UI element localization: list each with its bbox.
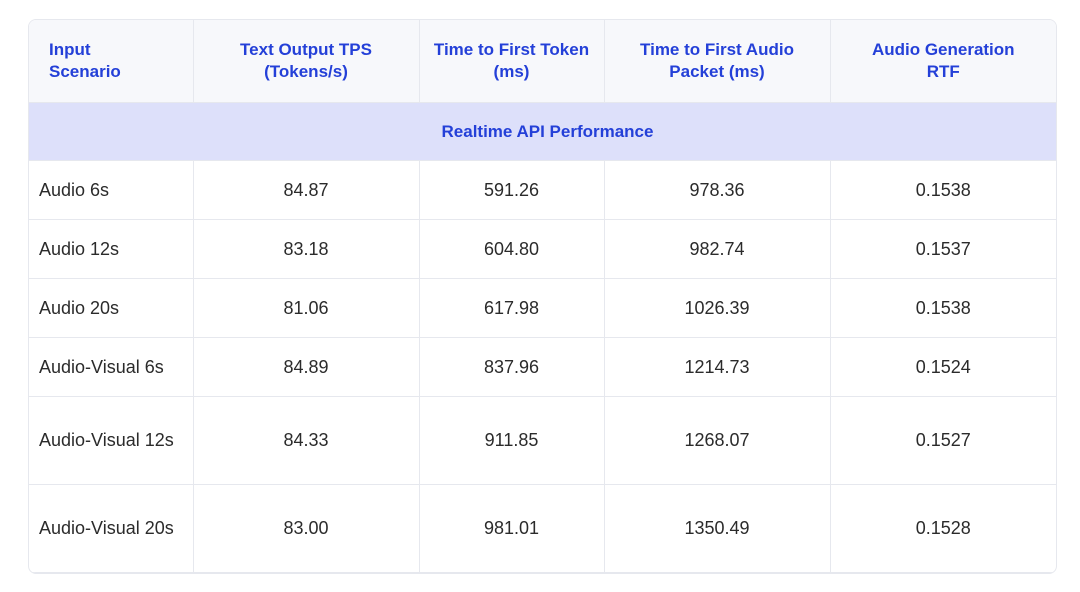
value-cell: 0.1524 [830, 337, 1056, 397]
data-row: Audio-Visual 6s 84.89 837.96 1214.73 0.1524 [29, 337, 1056, 397]
data-row: Audio-Visual 12s 84.33 911.85 1268.07 0.1527 [29, 396, 1056, 485]
value-cell: 83.00 [193, 484, 420, 573]
value-cell: 617.98 [419, 278, 605, 338]
header-row: Input Scenario Text Output TPS (Tokens/s)… [29, 20, 1056, 103]
value-cell: 837.96 [419, 337, 605, 397]
column-header: Input Scenario [29, 20, 194, 103]
scenario-cell: Audio 12s [29, 219, 194, 279]
value-cell: 591.26 [419, 160, 605, 220]
column-header-text: Text Output TPS (Tokens/s) [240, 40, 372, 81]
value-cell: 84.33 [193, 396, 420, 485]
section-title: Realtime API Performance [29, 102, 1056, 161]
data-row: Audio 6s 84.87 591.26 978.36 0.1538 [29, 160, 1056, 220]
performance-table: Input Scenario Text Output TPS (Tokens/s)… [29, 20, 1056, 573]
value-cell: 604.80 [419, 219, 605, 279]
value-cell: 84.89 [193, 337, 420, 397]
value-cell: 1350.49 [604, 484, 831, 573]
column-header-text: Audio Generation RTF [871, 40, 1015, 81]
column-header: Text Output TPS (Tokens/s) [193, 20, 420, 103]
column-header-text: Input Scenario [49, 40, 121, 81]
data-row: Audio 12s 83.18 604.80 982.74 0.1537 [29, 219, 1056, 279]
value-cell: 0.1527 [830, 396, 1056, 485]
column-header: Time to First Audio Packet (ms) [604, 20, 831, 103]
table-container: Input Scenario Text Output TPS (Tokens/s)… [28, 19, 1057, 574]
value-cell: 83.18 [193, 219, 420, 279]
value-cell: 0.1538 [830, 160, 1056, 220]
scenario-cell: Audio 20s [29, 278, 194, 338]
table-body: Realtime API Performance Audio 6s 84.87 591… [29, 102, 1056, 573]
column-header: Time to First Token (ms) [419, 20, 605, 103]
value-cell: 981.01 [419, 484, 605, 573]
value-cell: 1214.73 [604, 337, 831, 397]
value-cell: 982.74 [604, 219, 831, 279]
scenario-cell: Audio-Visual 20s [29, 484, 194, 573]
scenario-cell: Audio-Visual 12s [29, 396, 194, 485]
data-row: Audio 20s 81.06 617.98 1026.39 0.1538 [29, 278, 1056, 338]
value-cell: 0.1528 [830, 484, 1056, 573]
value-cell: 0.1537 [830, 219, 1056, 279]
value-cell: 84.87 [193, 160, 420, 220]
value-cell: 1268.07 [604, 396, 831, 485]
value-cell: 81.06 [193, 278, 420, 338]
value-cell: 1026.39 [604, 278, 831, 338]
value-cell: 911.85 [419, 396, 605, 485]
section-row: Realtime API Performance [29, 102, 1056, 161]
column-header-text: Time to First Token (ms) [433, 40, 590, 81]
column-header-text: Time to First Audio Packet (ms) [640, 40, 794, 81]
value-cell: 978.36 [604, 160, 831, 220]
scenario-cell: Audio-Visual 6s [29, 337, 194, 397]
column-header: Audio Generation RTF [830, 20, 1056, 103]
scenario-cell: Audio 6s [29, 160, 194, 220]
value-cell: 0.1538 [830, 278, 1056, 338]
data-row: Audio-Visual 20s 83.00 981.01 1350.49 0.1528 [29, 484, 1056, 573]
